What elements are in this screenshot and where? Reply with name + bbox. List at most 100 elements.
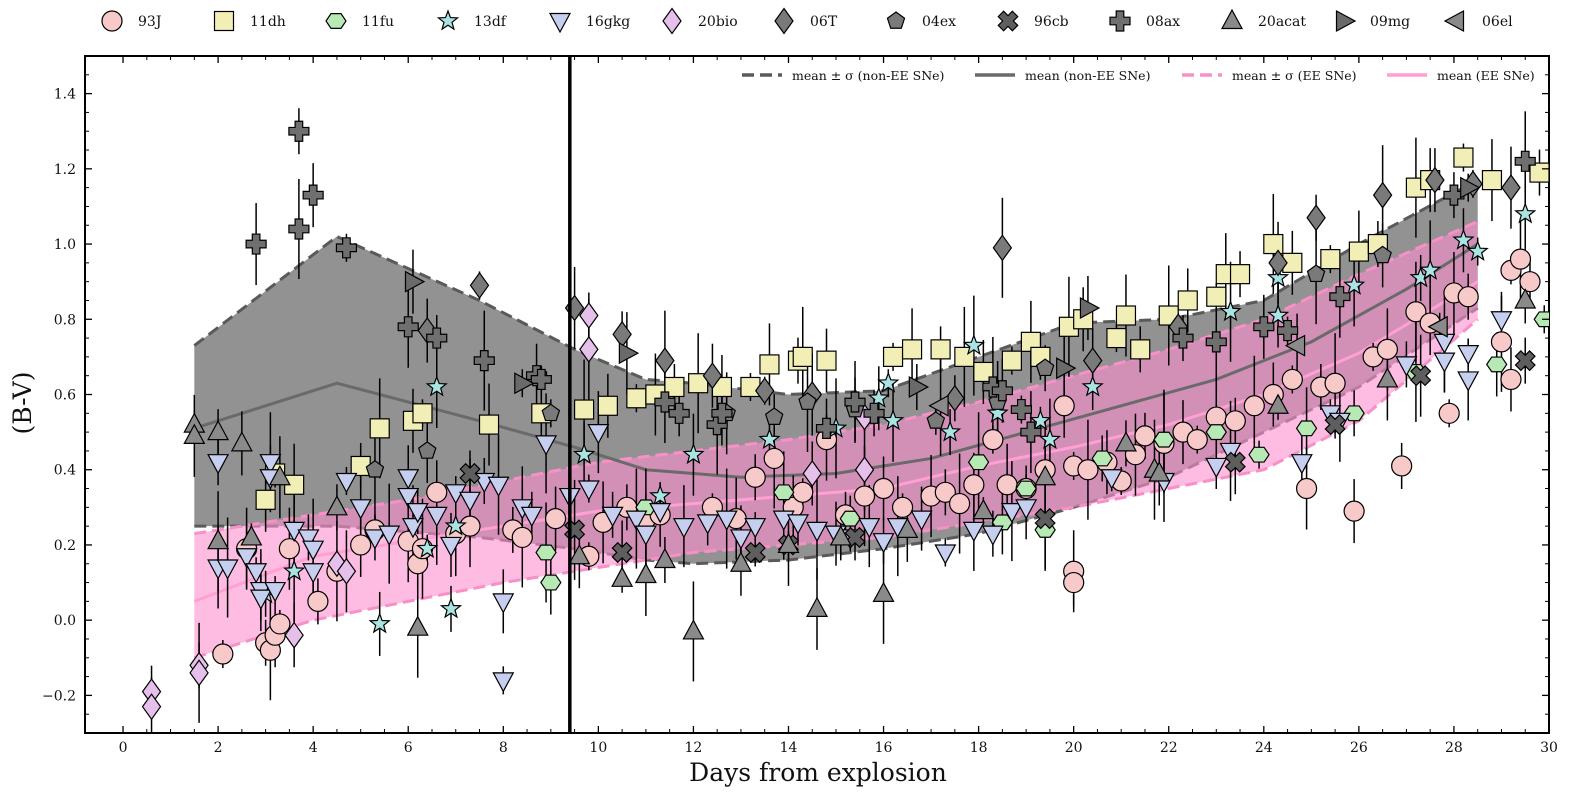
point-11dh xyxy=(255,489,276,510)
point-08ax xyxy=(335,237,358,259)
legend-marker-13df xyxy=(436,9,460,31)
point-20acat xyxy=(1114,431,1137,452)
legend-label-06T: 06T xyxy=(810,14,838,30)
point-04ex xyxy=(926,411,946,429)
point-96cb xyxy=(1034,508,1056,530)
point-96cb xyxy=(611,541,633,564)
point-06T xyxy=(945,384,965,412)
point-93J xyxy=(212,643,234,665)
legend-marker-09mg xyxy=(1335,9,1357,33)
point-20acat xyxy=(230,431,253,452)
point-16gkg xyxy=(872,533,895,554)
point-11dh xyxy=(1348,241,1369,262)
point-06el xyxy=(1427,315,1448,338)
point-11dh xyxy=(1320,249,1341,270)
point-16gkg xyxy=(259,454,282,475)
point-93J xyxy=(511,526,533,549)
point-16gkg xyxy=(363,529,386,550)
data-points xyxy=(141,120,1549,721)
y-tick-label: 0.4 xyxy=(54,463,76,479)
point-93J xyxy=(1324,372,1346,394)
x-tick-label: 22 xyxy=(1160,740,1178,756)
series-96cb xyxy=(459,350,1536,564)
point-93J xyxy=(1500,368,1522,391)
point-11dh xyxy=(1206,286,1227,307)
point-93J xyxy=(307,590,329,612)
point-93J xyxy=(1224,410,1246,432)
point-06el xyxy=(928,394,949,417)
point-20acat xyxy=(325,495,348,516)
point-13df xyxy=(439,597,463,619)
point-16gkg xyxy=(264,581,287,603)
point-93J xyxy=(744,466,766,488)
x-axis-title: Days from explosion xyxy=(689,758,947,787)
point-16gkg xyxy=(587,424,610,445)
point-96cb xyxy=(1410,365,1432,387)
point-16gkg xyxy=(715,510,738,531)
point-11fu xyxy=(967,454,990,471)
point-16gkg xyxy=(1457,371,1480,392)
legend-label-20acat: 20acat xyxy=(1258,14,1306,30)
point-13df xyxy=(1081,375,1104,397)
point-93J xyxy=(891,496,914,518)
point-93J xyxy=(1376,338,1398,360)
x-tick-label: 12 xyxy=(685,740,703,756)
point-08ax xyxy=(863,402,885,424)
point-11dh xyxy=(973,361,994,383)
point-11dh xyxy=(1177,290,1198,311)
point-93J xyxy=(459,515,481,537)
series-04ex xyxy=(365,245,1392,478)
legend-entry-3: mean (EE SNe) xyxy=(1437,68,1535,83)
point-20bio xyxy=(336,557,357,585)
point-16gkg xyxy=(535,435,558,456)
point-04ex xyxy=(365,459,385,478)
point-93J xyxy=(1295,477,1318,500)
x-tick-label: 18 xyxy=(970,740,988,756)
point-13df xyxy=(758,427,781,450)
point-93J xyxy=(1438,402,1460,424)
legend-marker-96cb xyxy=(997,10,1019,32)
point-13df xyxy=(682,442,705,465)
point-06T xyxy=(1372,181,1393,209)
point-08ax xyxy=(530,368,552,391)
point-04ex xyxy=(1373,245,1392,264)
point-08ax xyxy=(815,417,838,439)
series-20acat xyxy=(183,288,1537,640)
point-11fu xyxy=(1091,450,1113,467)
point-04ex xyxy=(1035,358,1055,377)
point-20acat xyxy=(568,543,591,565)
point-11dh xyxy=(573,399,595,420)
point-06T xyxy=(469,271,490,299)
point-06T xyxy=(992,234,1013,262)
point-16gkg xyxy=(962,521,985,543)
point-20acat xyxy=(682,619,705,640)
point-16gkg xyxy=(672,518,695,539)
point-20bio xyxy=(854,456,875,484)
point-13df xyxy=(368,612,391,634)
point-16gkg xyxy=(235,548,258,569)
point-13df xyxy=(283,559,306,581)
point-13df xyxy=(881,409,905,431)
point-93J xyxy=(1063,571,1085,594)
legend-label-06el: 06el xyxy=(1482,14,1513,30)
point-08ax xyxy=(397,316,419,338)
point-11dh xyxy=(1529,162,1549,183)
point-13df xyxy=(444,514,467,536)
point-13df xyxy=(572,442,596,465)
point-11dh xyxy=(597,395,618,416)
point-11dh xyxy=(1106,327,1127,349)
point-96cb xyxy=(1224,451,1246,473)
legend-marker-11fu xyxy=(325,13,347,29)
point-93J xyxy=(948,492,971,515)
point-08ax xyxy=(1329,286,1351,308)
point-96cb xyxy=(1514,350,1536,372)
point-20acat xyxy=(207,528,230,550)
point-08ax xyxy=(1020,421,1042,443)
point-93J xyxy=(872,477,895,500)
point-11fu xyxy=(773,484,795,501)
point-16gkg xyxy=(786,514,809,535)
point-13df xyxy=(1514,202,1537,224)
y-tick-label: 1.2 xyxy=(54,162,76,178)
point-11dh xyxy=(1453,147,1474,168)
point-13df xyxy=(1266,266,1290,288)
